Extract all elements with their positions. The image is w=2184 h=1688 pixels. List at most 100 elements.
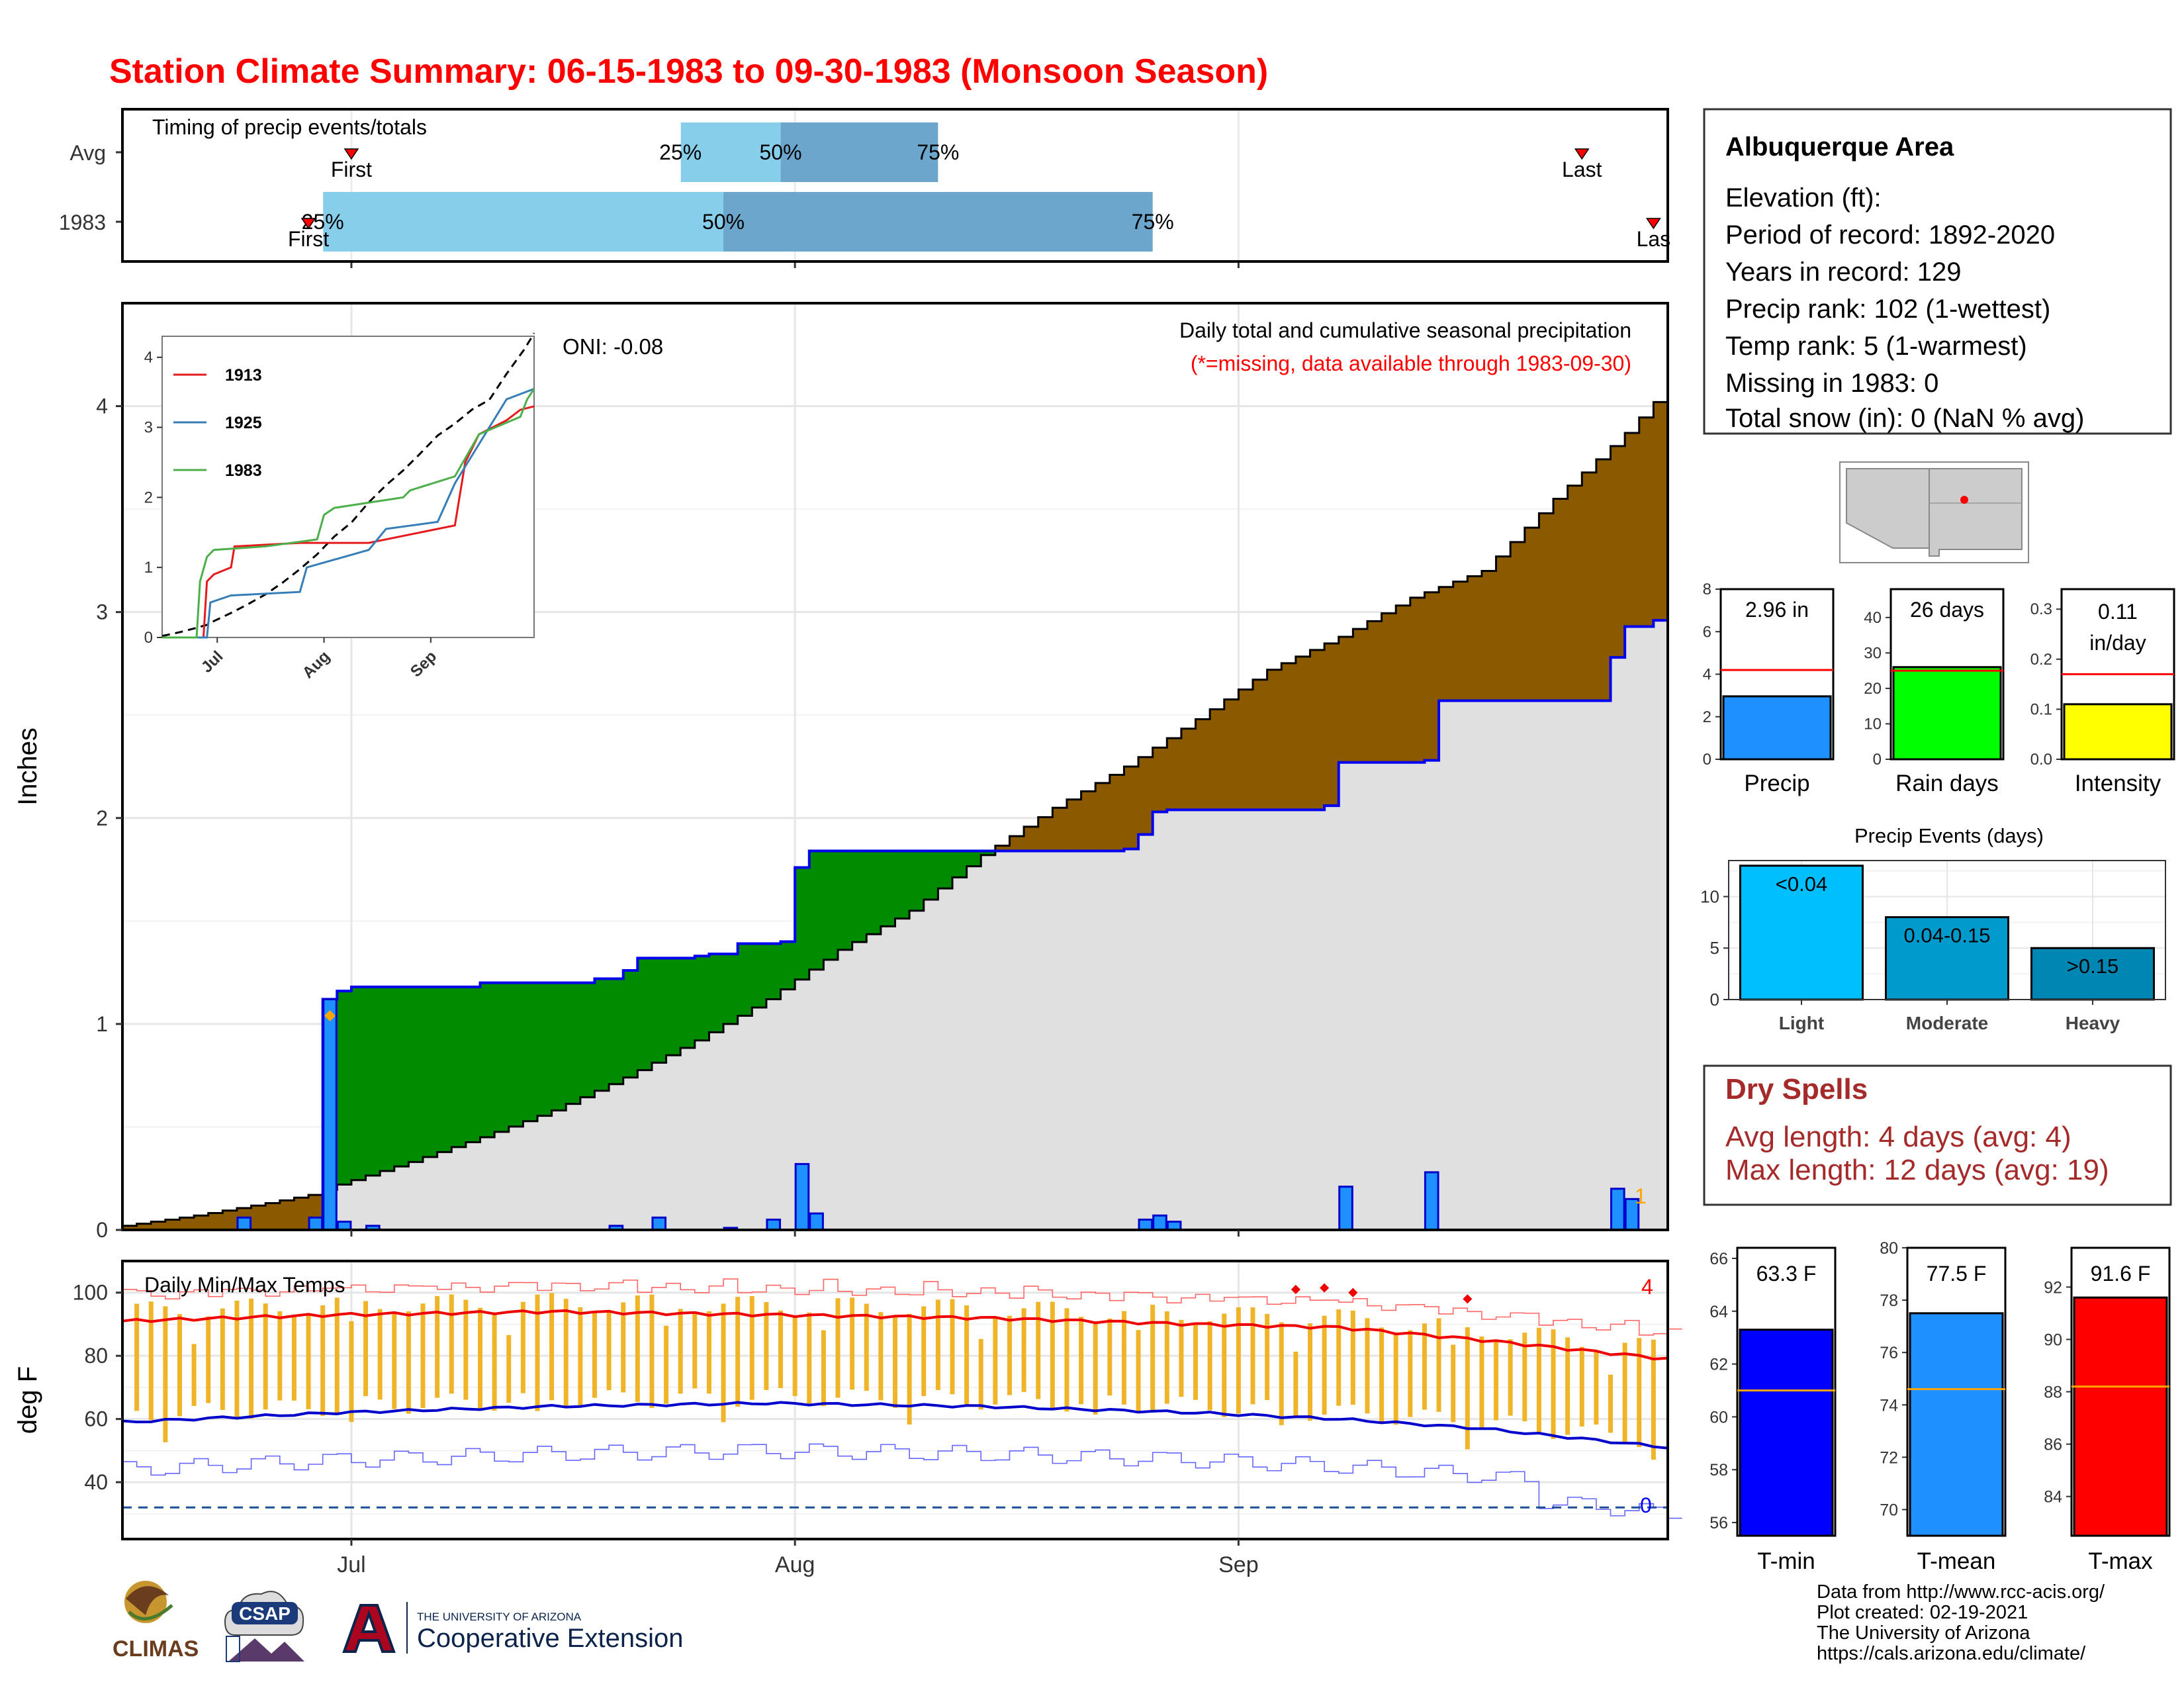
temp-summary-bar-chart: 70 72 74 76 78 80 77.5 F T-mean: [1880, 1239, 2007, 1574]
events-y-tick-label: 10: [1700, 886, 1719, 906]
timing-row-year-label: 1983: [59, 211, 106, 234]
events-x-tick-label: Moderate: [1906, 1013, 1988, 1033]
daily-temp-bar: [864, 1303, 869, 1391]
daily-temp-bar: [1265, 1313, 1270, 1401]
daily-temp-bar: [463, 1299, 469, 1400]
daily-temp-bar: [835, 1298, 841, 1398]
events-bar-label: 0.04-0.15: [1904, 924, 1991, 947]
inset-legend-label: 1913: [225, 366, 262, 385]
daily-precip-bar: [1338, 1186, 1353, 1231]
timing-marker-label: First: [288, 227, 329, 251]
events-bar: [2030, 947, 2155, 1001]
station-name: Albuquerque Area: [1725, 132, 1954, 162]
events-frame: [1728, 860, 2166, 1000]
mini-bar-value-label: in/day: [2089, 631, 2146, 655]
mini-y-tick-label: 30: [1864, 644, 1882, 662]
daily-precip-bar: [766, 1218, 782, 1231]
daily-temp-bar: [807, 1312, 812, 1405]
y-tick-label: 3: [96, 600, 108, 624]
surplus-area: [337, 991, 352, 1185]
daily-temp-bar: [907, 1313, 912, 1425]
avg-cumulative-line: [122, 385, 1669, 1227]
deficit-area: [995, 845, 1011, 851]
daily-temp-bar: [1107, 1318, 1113, 1396]
deficit-area: [1553, 498, 1569, 701]
timing-marker-label: Las: [1637, 227, 1671, 251]
deficit-area: [1224, 699, 1239, 810]
deficit-area: [1496, 556, 1511, 701]
daily-temp-bar: [1093, 1321, 1098, 1415]
deficit-area: [1424, 592, 1439, 761]
surplus-area: [551, 982, 567, 1111]
surplus-area: [880, 851, 896, 927]
deficit-area: [251, 1205, 266, 1230]
temp-y-tick-label: 72: [1880, 1448, 1898, 1467]
daily-temp-bar: [1594, 1351, 1599, 1425]
daily-precip-bar: [651, 1216, 667, 1231]
inset-avg-line: [161, 332, 535, 637]
inset-y-tick-label: 1: [144, 559, 153, 577]
daily-precip-bar: [794, 1162, 810, 1231]
daily-temp-bar: [1279, 1322, 1284, 1425]
daily-precip-bar: [1152, 1214, 1167, 1231]
surplus-area: [923, 851, 938, 900]
daily-temp-bar: [1536, 1327, 1541, 1433]
deficit-area: [208, 1213, 223, 1230]
daily-temp-bar: [592, 1312, 597, 1398]
daily-temp-bar: [349, 1321, 354, 1423]
daily-temp-bar: [1322, 1315, 1327, 1415]
surplus-area: [465, 986, 481, 1143]
mini-bar-chart: 0.0 0.1 0.2 0.3 0.11 in/day Intensity: [2030, 588, 2175, 796]
y-tick-label: 60: [84, 1407, 108, 1431]
temp-bar-value-label: 91.6 F: [2091, 1262, 2151, 1286]
mini-bar-chart: 0 2 4 6 8 2.96 in Precip: [1703, 581, 1835, 796]
precip-panel: 0 1 2 3 4 Inches ONI: -0.08 Daily total and …: [13, 302, 1669, 1242]
deficit-area: [1095, 782, 1111, 851]
daily-temp-bar: [964, 1305, 970, 1405]
inset-y-tick-label: 4: [144, 349, 153, 367]
daily-temp-bar: [163, 1306, 168, 1442]
locator-map: [1839, 461, 2029, 563]
footer-logos: CLIMAS CSAP THE UNIVERSITY OF ARIZONA Co…: [106, 1575, 754, 1675]
deficit-area: [1038, 817, 1053, 851]
surplus-area: [966, 851, 981, 867]
info-line: Precip rank: 102 (1-wettest): [1725, 295, 2050, 324]
daily-precip-bar: [1424, 1171, 1439, 1231]
temp-summary-bar-chart: 84 86 88 90 92 91.6 F T-max: [2044, 1246, 2171, 1574]
surplus-area: [938, 851, 953, 889]
inset-series-line: [162, 405, 535, 639]
inset-y-tick-label: 0: [144, 629, 153, 647]
events-x-tick-label: Heavy: [2066, 1013, 2120, 1033]
daily-temp-bar: [1408, 1330, 1413, 1417]
deficit-area: [1596, 459, 1612, 701]
surplus-area: [766, 943, 782, 1000]
daily-temp-bar: [392, 1313, 397, 1409]
daily-temp-bar: [535, 1294, 540, 1411]
deficit-area: [1653, 402, 1668, 621]
daily-temp-bar: [1236, 1307, 1241, 1414]
daily-temp-bar: [1608, 1374, 1614, 1433]
surplus-area: [637, 958, 653, 1070]
daily-temp-bar: [191, 1344, 197, 1406]
daily-temp-bar: [1508, 1339, 1513, 1416]
temp-y-tick-label: 86: [2044, 1436, 2062, 1454]
daily-temp-bar: [1494, 1341, 1499, 1421]
deficit-area: [1539, 513, 1554, 701]
surplus-area: [423, 986, 438, 1157]
timing-bar-early: [322, 192, 724, 252]
deficit-area: [194, 1215, 209, 1230]
surplus-area: [737, 943, 752, 1016]
daily-temp-bar: [1651, 1339, 1656, 1460]
daily-temp-bar: [1637, 1338, 1642, 1448]
deficit-area: [1610, 445, 1625, 658]
daily-temp-bar: [1121, 1311, 1126, 1405]
daily-temp-bar: [1193, 1324, 1199, 1400]
daily-temp-bar: [549, 1293, 555, 1401]
mini-y-tick-label: 2: [1703, 708, 1711, 726]
daily-temp-bar: [478, 1307, 483, 1409]
deficit-area: [294, 1197, 309, 1230]
credit-line: The University of Arizona: [1817, 1622, 2030, 1644]
daily-temp-bar: [148, 1301, 154, 1421]
record-low-count: 0: [1640, 1493, 1652, 1517]
